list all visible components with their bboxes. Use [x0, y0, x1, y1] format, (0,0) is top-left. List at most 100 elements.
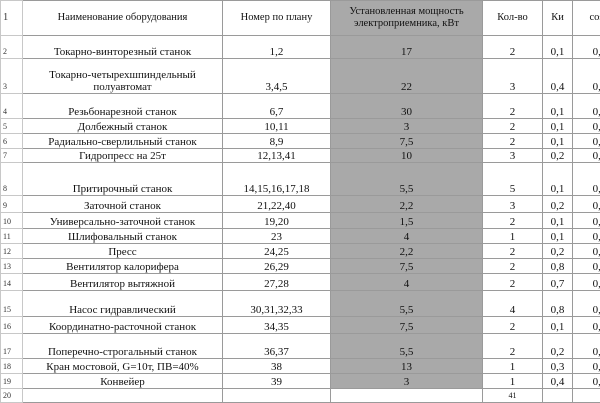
- ki: 0,1: [543, 213, 573, 229]
- power: 5,5: [331, 291, 483, 317]
- equipment-name: Поперечно-строгальный станок: [23, 334, 223, 359]
- quantity: 2: [483, 119, 543, 134]
- ki: 0,2: [543, 149, 573, 163]
- row-number: 12: [1, 244, 23, 259]
- plan-number: 39: [223, 374, 331, 389]
- ki: 0,8: [543, 259, 573, 274]
- row-number: 16: [1, 317, 23, 334]
- power: 5,5: [331, 163, 483, 196]
- equipment-name: Насос гидравлический: [23, 291, 223, 317]
- ki: 0,2: [543, 334, 573, 359]
- row-number: 8: [1, 163, 23, 196]
- ki: 0,7: [543, 274, 573, 291]
- ki: 0,1: [543, 36, 573, 59]
- power: 17: [331, 36, 483, 59]
- plan-number: 3,4,5: [223, 59, 331, 94]
- cos-phi: 0,7: [573, 244, 600, 259]
- power: 4: [331, 274, 483, 291]
- cell: [331, 389, 483, 403]
- plan-number: 8,9: [223, 134, 331, 149]
- power: 5,5: [331, 334, 483, 359]
- cos-phi: 0,5: [573, 59, 600, 94]
- equipment-name: Резьбонарезной станок: [23, 94, 223, 119]
- quantity: 1: [483, 359, 543, 374]
- power: 3: [331, 374, 483, 389]
- power: 13: [331, 359, 483, 374]
- power: 1,5: [331, 213, 483, 229]
- cos-phi: 0,5: [573, 334, 600, 359]
- cos-phi: 0,5: [573, 163, 600, 196]
- ki: 0,1: [543, 134, 573, 149]
- header-cell: Установленная мощность электроприемника,…: [331, 1, 483, 36]
- plan-number: 26,29: [223, 259, 331, 274]
- quantity: 2: [483, 134, 543, 149]
- quantity: 4: [483, 291, 543, 317]
- power: 30: [331, 94, 483, 119]
- cos-phi: 0,5: [573, 213, 600, 229]
- header-cell: cosφ: [573, 1, 600, 36]
- power: 4: [331, 229, 483, 244]
- power: 22: [331, 59, 483, 94]
- cos-phi: 0,7: [573, 374, 600, 389]
- cell: [23, 389, 223, 403]
- plan-number: 23: [223, 229, 331, 244]
- equipment-name: Шлифовальный станок: [23, 229, 223, 244]
- row-number: 2: [1, 36, 23, 59]
- row-number: 10: [1, 213, 23, 229]
- header-cell: Наименование оборудования: [23, 1, 223, 36]
- row-number: 20: [1, 389, 23, 403]
- quantity: 2: [483, 274, 543, 291]
- equipment-name: Кран мостовой, G=10т, ПВ=40%: [23, 359, 223, 374]
- header-cell: Ки: [543, 1, 573, 36]
- ki: 0,1: [543, 94, 573, 119]
- plan-number: 10,11: [223, 119, 331, 134]
- plan-number: 21,22,40: [223, 196, 331, 213]
- quantity: 1: [483, 229, 543, 244]
- plan-number: 27,28: [223, 274, 331, 291]
- power: 7,5: [331, 134, 483, 149]
- cos-phi: 0,5: [573, 134, 600, 149]
- row-number: 11: [1, 229, 23, 244]
- quantity: 2: [483, 94, 543, 119]
- equipment-name: Вентилятор вытяжной: [23, 274, 223, 291]
- row-number: 7: [1, 149, 23, 163]
- cell: [543, 389, 573, 403]
- row-number: 14: [1, 274, 23, 291]
- equipment-name: Долбежный станок: [23, 119, 223, 134]
- equipment-name: Универсально-заточной станок: [23, 213, 223, 229]
- cell: [573, 389, 600, 403]
- equipment-name: Координатно-расточной станок: [23, 317, 223, 334]
- plan-number: 24,25: [223, 244, 331, 259]
- power: 3: [331, 119, 483, 134]
- quantity: 2: [483, 213, 543, 229]
- cos-phi: 0,8: [573, 291, 600, 317]
- cos-phi: 0,5: [573, 119, 600, 134]
- quantity: 1: [483, 374, 543, 389]
- equipment-name: Гидропресс на 25т: [23, 149, 223, 163]
- plan-number: 36,37: [223, 334, 331, 359]
- quantity: 3: [483, 196, 543, 213]
- cos-phi: 0,5: [573, 36, 600, 59]
- equipment-name: Вентилятор калорифера: [23, 259, 223, 274]
- ki: 0,1: [543, 229, 573, 244]
- quantity: 2: [483, 259, 543, 274]
- plan-number: 38: [223, 359, 331, 374]
- cos-phi: 0,8: [573, 259, 600, 274]
- row-number: 15: [1, 291, 23, 317]
- header-cell: Номер по плану: [223, 1, 331, 36]
- quantity: 5: [483, 163, 543, 196]
